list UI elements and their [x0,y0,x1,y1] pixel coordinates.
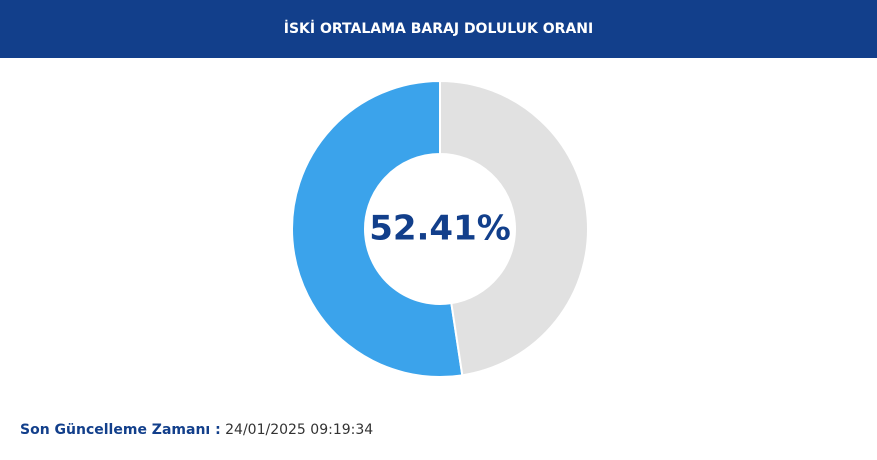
chart: 52.41% [291,79,589,378]
footer-label: Son Güncelleme Zamanı : [20,422,221,438]
donut-segment [439,79,589,377]
footer: Son Güncelleme Zamanı : 24/01/2025 09:19… [20,422,373,438]
center-label: 52.41% [369,209,511,249]
donut-segment [291,79,464,378]
header-title: İSKİ ORTALAMA BARAJ DOLULUK ORANI [283,21,594,37]
header: İSKİ ORTALAMA BARAJ DOLULUK ORANI [0,0,877,58]
footer-value: 24/01/2025 09:19:34 [225,422,374,438]
